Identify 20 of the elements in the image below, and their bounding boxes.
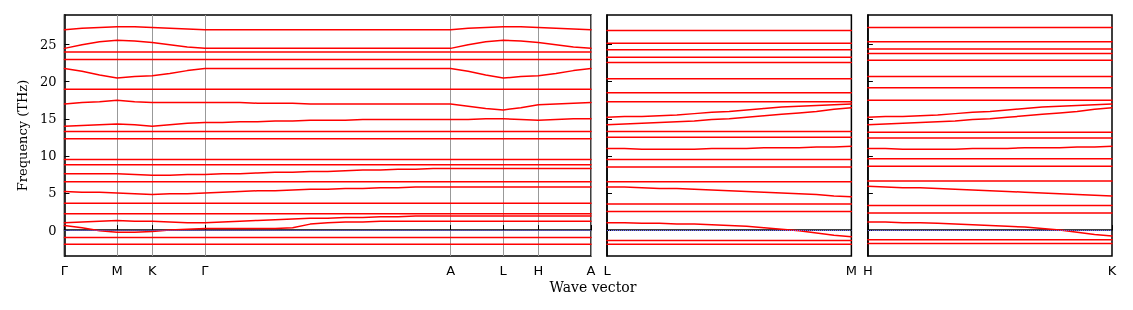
- x-tick-label: L: [499, 263, 508, 278]
- y-tick-label: 0: [48, 222, 57, 238]
- y-tick-label: 20: [39, 74, 57, 90]
- y-tick-label: 10: [39, 148, 57, 164]
- x-tick-label: Γ: [201, 263, 210, 278]
- x-tick-label: K: [1107, 263, 1117, 278]
- x-tick-label: L: [603, 263, 612, 278]
- x-tick-label: H: [863, 263, 873, 278]
- x-tick-label: Γ: [60, 263, 69, 278]
- x-tick-label: M: [111, 263, 123, 278]
- x-tick-label: A: [446, 263, 456, 278]
- x-tick-label: H: [533, 263, 544, 278]
- x-tick-label: A: [586, 263, 596, 278]
- y-axis-title: Frequency (THz): [15, 79, 30, 192]
- y-tick-label: 25: [39, 37, 57, 53]
- y-tick-label: 15: [39, 111, 57, 127]
- y-tick-label: 5: [48, 185, 57, 201]
- x-tick-label: K: [147, 263, 157, 278]
- x-tick-label: M: [845, 263, 857, 278]
- x-axis-title: Wave vector: [548, 279, 638, 295]
